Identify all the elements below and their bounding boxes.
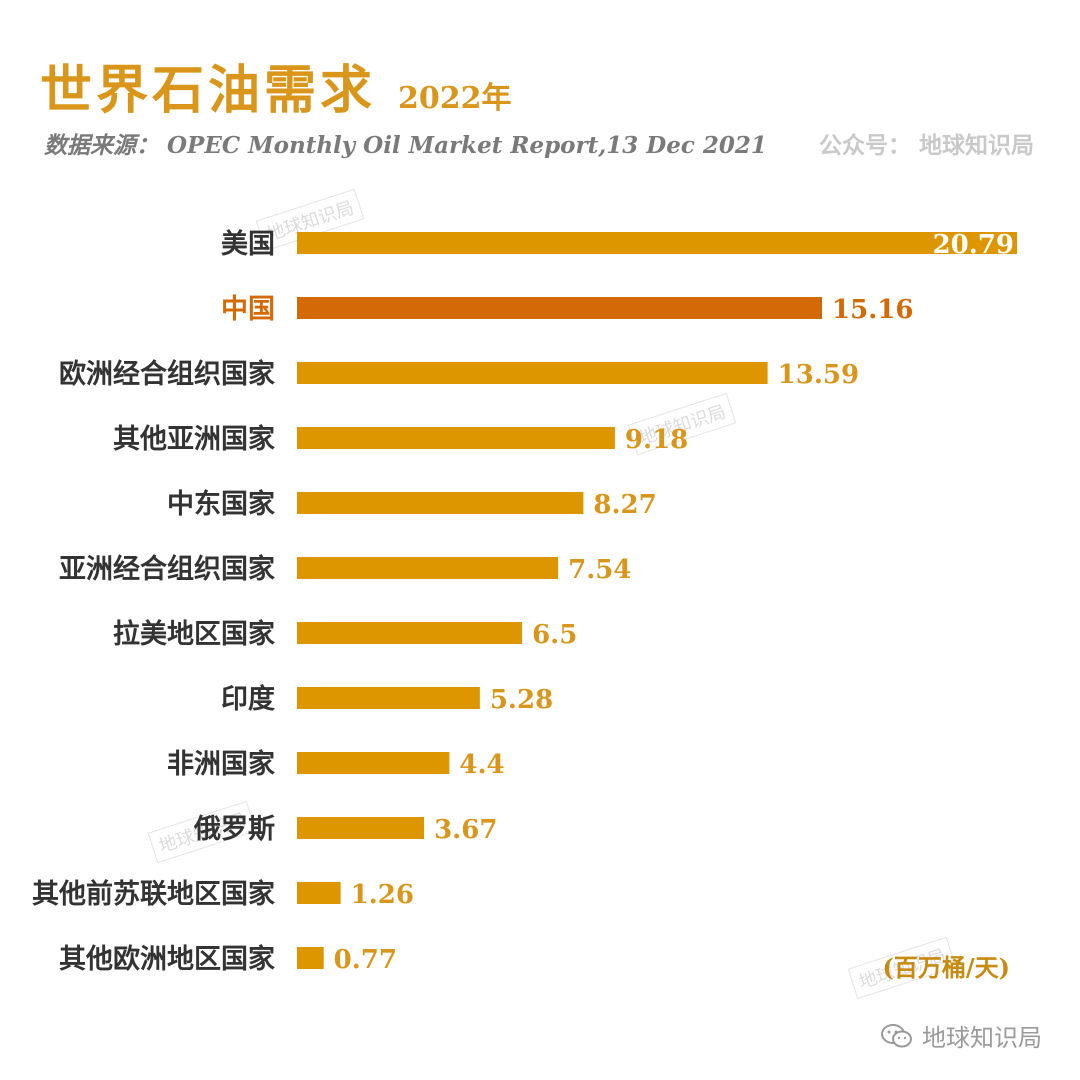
category-label: 中东国家 xyxy=(167,488,275,520)
wechat-icon xyxy=(881,1023,912,1047)
category-label: 亚洲经合组织国家 xyxy=(59,553,275,585)
bar-1 xyxy=(297,297,823,319)
category-label: 其他亚洲国家 xyxy=(113,423,275,455)
category-label: 拉美地区国家 xyxy=(113,618,275,650)
category-label: 中国 xyxy=(221,294,275,325)
value-label: 7.54 xyxy=(568,555,631,585)
value-label: 6.5 xyxy=(532,620,577,650)
category-label: 美国 xyxy=(221,228,275,260)
category-label: 其他欧洲地区国家 xyxy=(59,943,275,975)
bar-10 xyxy=(297,882,341,904)
footer: 地球知识局 xyxy=(880,1018,1042,1053)
bar-9 xyxy=(297,817,425,839)
category-label: 俄罗斯 xyxy=(193,814,275,845)
bar-2 xyxy=(297,362,768,384)
bar-3 xyxy=(297,427,615,449)
bar-11 xyxy=(297,947,324,969)
value-label: 0.77 xyxy=(334,945,397,975)
value-label: 15.16 xyxy=(832,295,913,325)
value-label: 13.59 xyxy=(778,360,859,390)
bar-8 xyxy=(297,752,450,774)
account-name: 公众号： 地球知识局 xyxy=(818,132,1034,159)
bar-5 xyxy=(297,557,559,579)
data-source: 数据来源： OPEC Monthly Oil Market Report,13 … xyxy=(44,132,767,159)
category-label: 其他前苏联地区国家 xyxy=(32,878,275,910)
bar-0 xyxy=(297,232,1017,254)
value-label: 4.4 xyxy=(459,750,504,780)
unit-label: (百万桶/天) xyxy=(882,953,1010,982)
source-row: 数据来源： OPEC Monthly Oil Market Report,13 … xyxy=(44,126,1034,160)
value-label: 5.28 xyxy=(490,685,553,715)
footer-label: 地球知识局 xyxy=(922,1024,1042,1052)
chart-year: 2022年 xyxy=(398,81,512,116)
title-row: 世界石油需求 2022年 xyxy=(40,48,512,123)
value-label: 1.26 xyxy=(351,880,414,910)
category-label: 印度 xyxy=(221,683,275,715)
bar-4 xyxy=(297,492,584,514)
value-label: 20.79 xyxy=(933,230,1014,260)
value-label: 3.67 xyxy=(434,815,497,845)
value-label: 8.27 xyxy=(593,490,656,520)
value-label: 9.18 xyxy=(625,425,688,455)
bar-7 xyxy=(297,687,480,709)
category-label: 欧洲经合组织国家 xyxy=(59,358,275,390)
category-label: 非洲国家 xyxy=(167,748,275,780)
bar-6 xyxy=(297,622,523,644)
chart-title: 世界石油需求 xyxy=(40,60,377,121)
